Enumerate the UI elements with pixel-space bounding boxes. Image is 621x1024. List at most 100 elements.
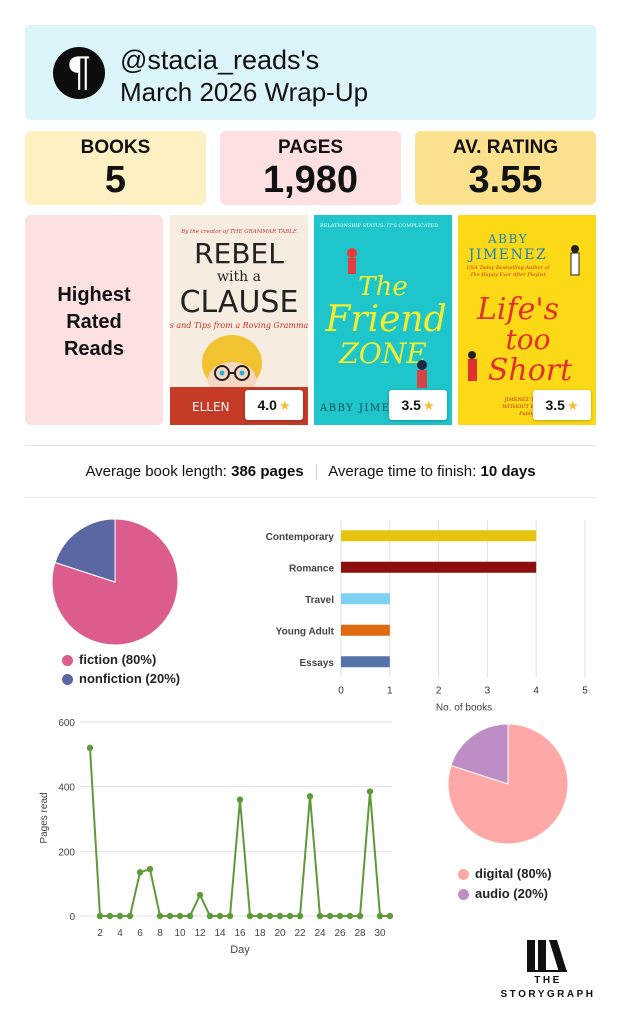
line-series: [89, 747, 390, 917]
book-cover-art: RELATIONSHIP STATUS: IT'S COMPLICATED Th…: [314, 215, 452, 425]
pie-legend-item: fiction (80%): [62, 652, 156, 667]
svg-text:JIMENEZ: JIMENEZ: [467, 247, 547, 263]
svg-text:By the creator of THE GRAMMAR: By the creator of THE GRAMMAR TABLE: [180, 229, 297, 235]
pages-stat-label: PAGES: [277, 137, 344, 158]
bar: [341, 656, 390, 668]
data-point: [386, 912, 394, 920]
x-tick-label: 2: [436, 686, 442, 697]
book-rating-badge: 4.0 ★: [245, 390, 303, 420]
data-point: [166, 912, 174, 920]
x-tick-label: 10: [174, 928, 186, 939]
x-tick-label: 4: [117, 928, 123, 939]
data-point: [346, 912, 354, 920]
x-tick-label: 24: [314, 928, 326, 939]
pie-slice: [450, 723, 509, 785]
book-cover-rebel-with-a-clause[interactable]: By the creator of THE GRAMMAR TABLE REBE…: [170, 215, 308, 425]
vertical-divider: [315, 464, 317, 481]
pie-slice: [447, 723, 569, 845]
bar-category-label: Romance: [289, 563, 334, 574]
data-point: [136, 869, 144, 876]
storygraph-logo-icon: [527, 940, 567, 972]
x-tick-label: 18: [254, 928, 266, 939]
x-tick-label: 3: [485, 686, 491, 697]
y-tick-label: 0: [69, 912, 75, 923]
highest-rated-line: Rated: [66, 311, 122, 333]
pie-legend-item: nonfiction (20%): [62, 671, 180, 686]
svg-text:WITHOUT EVER LOS: WITHOUT EVER LOS: [502, 404, 558, 410]
book-rating-value: 3.5: [545, 397, 565, 413]
x-tick-label: 12: [194, 928, 206, 939]
data-point: [366, 788, 374, 795]
svg-text:Short: Short: [488, 353, 573, 388]
x-tick-label: 30: [374, 928, 386, 939]
logo-text: THE: [534, 975, 562, 986]
legend-swatch: [62, 655, 73, 667]
data-point: [256, 912, 264, 920]
x-tick-label: 26: [334, 928, 346, 939]
data-point: [186, 912, 194, 920]
data-point: [246, 912, 254, 920]
avg-time-label: Average time to finish:: [328, 463, 477, 480]
x-tick-label: 16: [234, 928, 246, 939]
star-icon: ★: [422, 398, 435, 413]
data-point: [196, 891, 204, 899]
books-stat-label: BOOKS: [80, 137, 151, 158]
data-point: [146, 865, 154, 873]
svg-text:Publishe: Publishe: [518, 411, 541, 417]
svg-text:too: too: [506, 323, 551, 356]
data-point: [86, 744, 94, 752]
legend-label: fiction (80%): [79, 652, 157, 667]
logo-text: STORYGRAPH: [500, 989, 596, 1000]
svg-text:ABBY: ABBY: [487, 232, 528, 246]
x-tick-label: 8: [157, 928, 163, 939]
data-point: [316, 912, 324, 920]
svg-text:JIMENEZ TACKLES: JIMENEZ TACKLES: [504, 397, 556, 403]
bar: [341, 593, 390, 605]
x-tick-label: 22: [294, 928, 306, 939]
avg-length-label: Average book length:: [85, 463, 227, 480]
averages-line: Average book length: 386 pages Average t…: [0, 463, 621, 481]
data-point: [226, 912, 234, 920]
star-icon: ★: [566, 398, 579, 413]
x-axis-label: No. of books: [436, 703, 492, 714]
highest-rated-line: Reads: [63, 338, 125, 360]
genre-bar-chart: 0 1 2 3 4 5 Contemporary Romance Travel Young Adu…: [266, 520, 588, 714]
divider: [25, 497, 596, 498]
avg-time-value: 10 days: [480, 463, 536, 480]
book-cover-lifes-too-short[interactable]: ABBY JIMENEZ USA Today Bestselling Autho…: [458, 215, 596, 425]
highest-rated-label-box: Highest Rated Reads: [25, 215, 163, 425]
legend-label: audio (20%): [475, 886, 548, 901]
svg-text:ELLEN: ELLEN: [192, 400, 230, 414]
svg-text:Life's: Life's: [476, 292, 559, 327]
svg-text:ZONE: ZONE: [338, 337, 426, 370]
svg-text:REBEL: REBEL: [194, 237, 284, 270]
data-point: [116, 912, 124, 920]
book-rating-badge: 3.5 ★: [389, 390, 447, 420]
data-point: [306, 793, 314, 800]
fiction-nonfiction-pie-chart: [51, 518, 179, 646]
data-point: [216, 912, 224, 920]
highest-rated-heading: Highest Rated Reads: [25, 282, 163, 363]
x-tick-label: 20: [274, 928, 286, 939]
divider: [25, 445, 596, 446]
legend-swatch: [458, 889, 469, 901]
bar-category-label: Contemporary: [266, 532, 335, 543]
x-tick-label: 28: [354, 928, 366, 939]
user-avatar-logo[interactable]: ¶: [53, 47, 105, 99]
x-tick-label: 14: [214, 928, 226, 939]
star-icon: ★: [278, 398, 291, 413]
data-point: [376, 912, 384, 920]
bar: [341, 624, 390, 636]
y-tick-label: 200: [58, 847, 75, 858]
pie-legend-item: audio (20%): [458, 886, 548, 901]
book-cover-the-friend-zone[interactable]: RELATIONSHIP STATUS: IT'S COMPLICATED Th…: [314, 215, 452, 425]
bar-category-label: Travel: [305, 595, 334, 606]
y-tick-label: 600: [58, 718, 75, 729]
legend-label: nonfiction (20%): [79, 671, 181, 686]
username[interactable]: @stacia_reads's: [120, 45, 320, 75]
pages-stat-card: PAGES 1,980: [220, 131, 401, 205]
x-tick-label: 0: [338, 686, 344, 697]
x-axis-label: Day: [230, 944, 250, 956]
storygraph-logo[interactable]: THE STORYGRAPH: [500, 935, 596, 1005]
x-tick-label: 1: [387, 686, 393, 697]
